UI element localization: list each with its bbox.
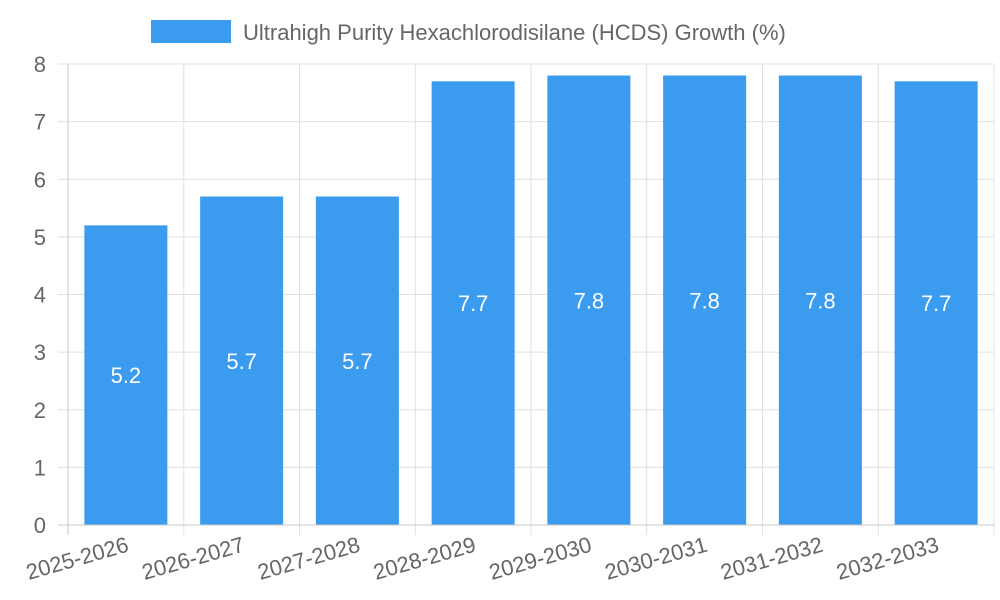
bar-value-label: 7.7 — [458, 291, 489, 316]
y-tick-label: 3 — [34, 340, 46, 365]
bar-value-label: 7.7 — [921, 291, 952, 316]
bar-value-label: 5.7 — [226, 349, 257, 374]
x-tick-label: 2025-2026 — [23, 532, 131, 585]
bar[interactable] — [663, 75, 747, 526]
x-axis-ticks: 2025-2026 2026-2027 2027-2028 2028-2029 2029… — [23, 532, 941, 585]
bar[interactable] — [315, 196, 399, 525]
bar[interactable] — [894, 81, 978, 525]
y-tick-label: 0 — [34, 513, 46, 538]
y-tick-label: 4 — [34, 283, 46, 308]
x-tick-label: 2026-2027 — [139, 532, 247, 585]
y-tick-label: 7 — [34, 110, 46, 135]
x-tick-label: 2029-2030 — [486, 532, 594, 585]
legend-label: Ultrahigh Purity Hexachlorodisilane (HCD… — [243, 20, 786, 45]
bar[interactable] — [200, 196, 284, 525]
bar[interactable] — [84, 225, 168, 525]
y-tick-label: 6 — [34, 167, 46, 192]
axes — [67, 64, 994, 526]
x-tick-label: 2027-2028 — [255, 532, 363, 585]
bar-value-label: 5.2 — [111, 363, 142, 388]
bars — [84, 75, 978, 526]
x-tick-label: 2031-2032 — [718, 532, 826, 585]
bar[interactable] — [778, 75, 862, 526]
bar[interactable] — [431, 81, 515, 525]
x-tick-label: 2032-2033 — [833, 532, 941, 585]
bar-value-label: 7.8 — [689, 288, 720, 313]
bar-value-label: 5.7 — [342, 349, 373, 374]
y-axis-ticks: 0 1 2 3 4 5 6 7 8 — [34, 52, 46, 538]
data-labels: 5.2 5.7 5.7 7.7 7.8 7.8 7.8 7.7 — [111, 288, 952, 388]
y-tick-label: 2 — [34, 398, 46, 423]
legend[interactable]: Ultrahigh Purity Hexachlorodisilane (HCD… — [151, 20, 786, 45]
x-tick-label: 2028-2029 — [370, 532, 478, 585]
y-tick-label: 5 — [34, 225, 46, 250]
bar[interactable] — [547, 75, 631, 526]
bar-value-label: 7.8 — [805, 288, 836, 313]
legend-swatch — [151, 20, 231, 43]
y-tick-label: 8 — [34, 52, 46, 77]
bar-value-label: 7.8 — [574, 288, 605, 313]
x-tick-label: 2030-2031 — [602, 532, 710, 585]
y-tick-label: 1 — [34, 455, 46, 480]
